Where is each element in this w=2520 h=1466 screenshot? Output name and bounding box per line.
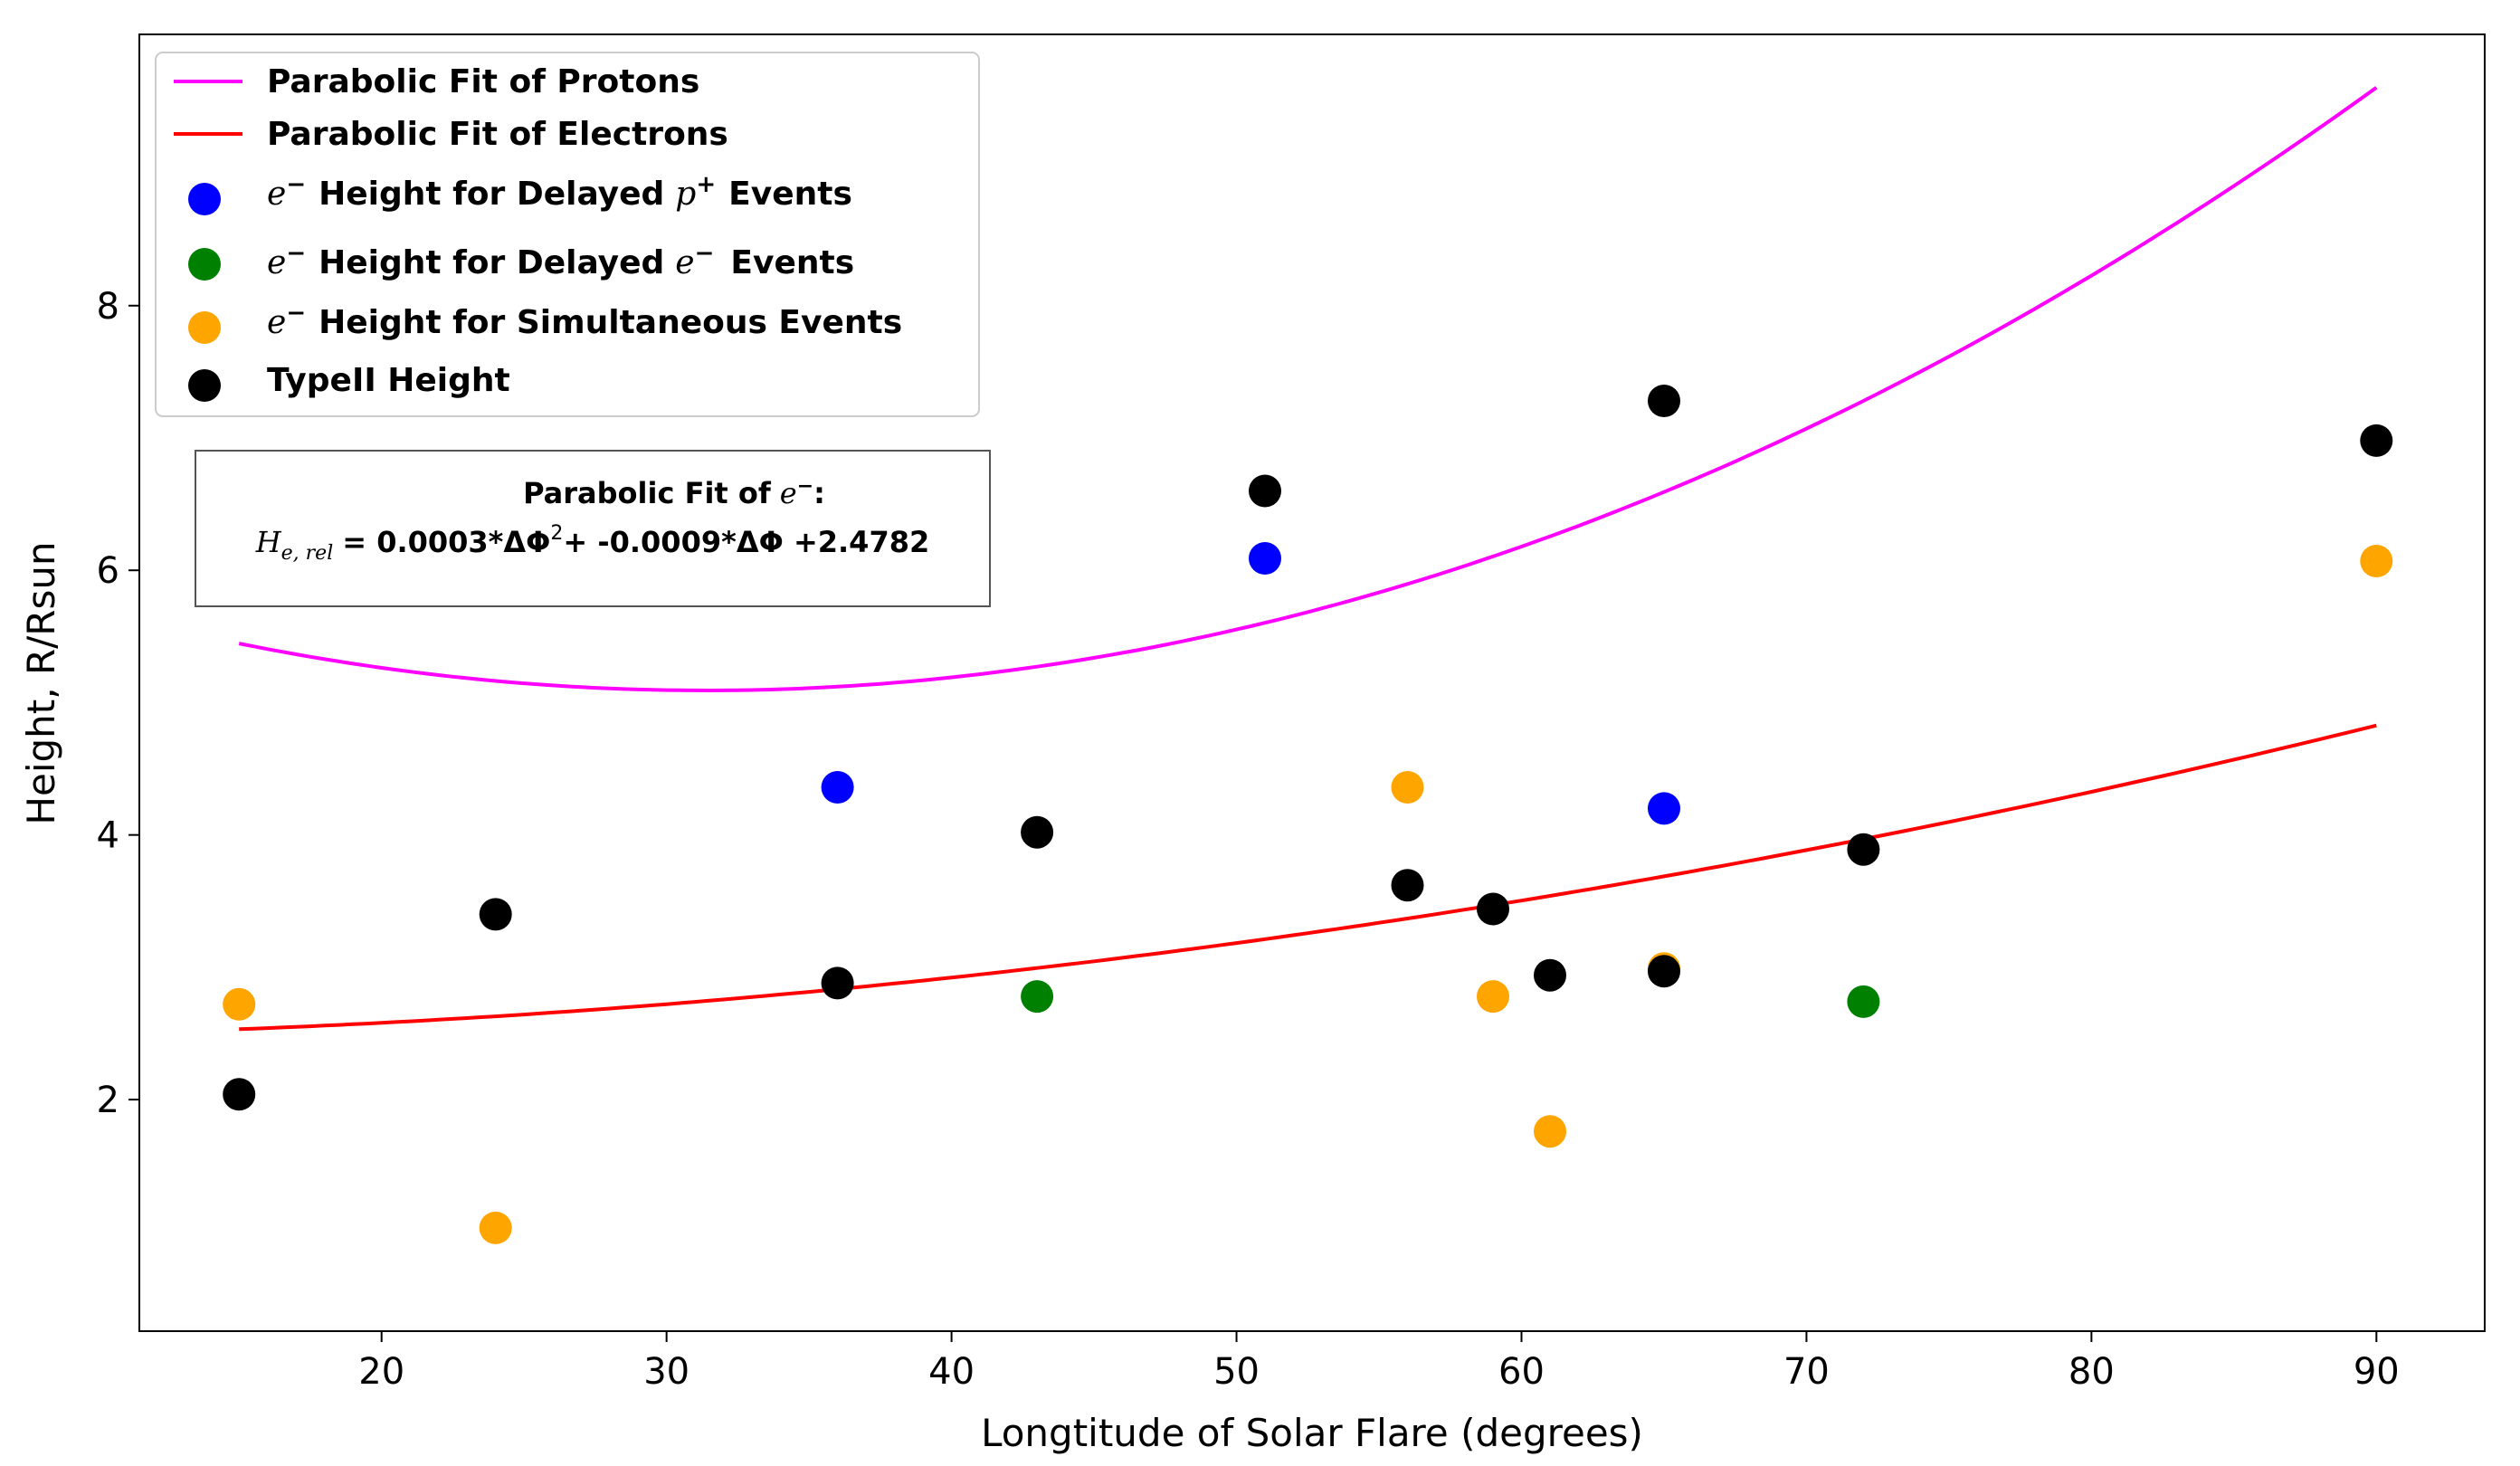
fit-equation-frame <box>195 450 991 607</box>
y-axis-ticks: 2 4 6 8 <box>97 286 139 1121</box>
legend-label-delayed-e: e− Height for Delayed e− Events <box>267 240 854 281</box>
y-tick-label: 6 <box>97 550 119 592</box>
x-tick-label: 80 <box>2068 1351 2115 1393</box>
data-point-s0-0 <box>821 771 854 804</box>
legend-marker-delayed-e <box>188 248 221 281</box>
y-tick-label: 2 <box>97 1080 119 1121</box>
data-point-s1-1 <box>1847 985 1880 1018</box>
fit-line-1 <box>239 723 2377 1032</box>
legend-label-protons: Parabolic Fit of Protons <box>267 63 699 100</box>
fit-line-0 <box>238 86 2378 693</box>
data-point-s1-0 <box>1021 980 1054 1014</box>
data-point-s2-0 <box>223 987 256 1021</box>
data-point-s2-6 <box>2360 545 2393 577</box>
legend-marker-typeii <box>188 369 221 402</box>
data-point-s2-4 <box>1534 1115 1566 1148</box>
y-tick-label: 4 <box>97 815 119 857</box>
data-point-s3-0 <box>223 1078 256 1111</box>
data-point-s3-11 <box>2360 424 2393 457</box>
data-point-s3-5 <box>1391 869 1424 902</box>
data-point-s3-6 <box>1477 892 1509 926</box>
x-axis-label: Longtitude of Solar Flare (degrees) <box>981 1411 1643 1455</box>
data-point-s2-3 <box>1477 980 1509 1014</box>
data-point-s2-1 <box>479 1211 512 1244</box>
data-point-s3-9 <box>1648 385 1680 417</box>
x-tick-label: 60 <box>1498 1351 1545 1393</box>
fit-equation-formula: He, rel = 0.0003*ΔΦ2+ -0.0009*ΔΦ +2.4782 <box>255 522 929 565</box>
data-point-s3-4 <box>1249 474 1281 508</box>
fit-lines <box>238 86 2378 1032</box>
y-axis-label: Height, R/Rsun <box>19 541 63 824</box>
legend-box <box>155 52 980 417</box>
scatter-points <box>223 385 2393 1244</box>
x-tick-label: 50 <box>1213 1351 1260 1393</box>
legend-label-electrons: Parabolic Fit of Electrons <box>267 116 728 153</box>
x-tick-label: 90 <box>2354 1351 2400 1393</box>
data-point-s0-1 <box>1249 542 1281 575</box>
legend-label-typeii: TypeII Height <box>267 362 510 399</box>
data-point-s3-1 <box>479 898 512 931</box>
data-point-s3-2 <box>821 966 854 1000</box>
y-tick-label: 8 <box>97 286 119 328</box>
x-tick-label: 70 <box>1783 1351 1830 1393</box>
legend-label-delayed-p: e− Height for Delayed p+ Events <box>267 171 852 213</box>
data-point-s3-7 <box>1534 958 1566 992</box>
x-tick-label: 30 <box>643 1351 689 1393</box>
data-point-s3-10 <box>1847 833 1880 866</box>
legend-marker-simultaneous <box>188 311 221 344</box>
fit-equation-box: Parabolic Fit of e−: He, rel = 0.0003*ΔΦ2+… <box>195 450 991 607</box>
legend-marker-delayed-p <box>188 183 221 215</box>
data-point-s3-3 <box>1021 815 1054 849</box>
x-axis-ticks: 20 30 40 50 60 70 80 90 <box>358 1331 2400 1393</box>
legend: Parabolic Fit of Protons Parabolic Fit o… <box>155 52 980 417</box>
legend-label-simultaneous: e− Height for Simultaneous Events <box>267 300 902 341</box>
fit-equation-title: Parabolic Fit of e−: <box>523 475 825 510</box>
x-tick-label: 20 <box>358 1351 404 1393</box>
data-point-s3-8 <box>1648 955 1680 988</box>
x-tick-label: 40 <box>928 1351 975 1393</box>
data-point-s0-2 <box>1648 792 1680 825</box>
data-point-s2-2 <box>1391 771 1424 804</box>
